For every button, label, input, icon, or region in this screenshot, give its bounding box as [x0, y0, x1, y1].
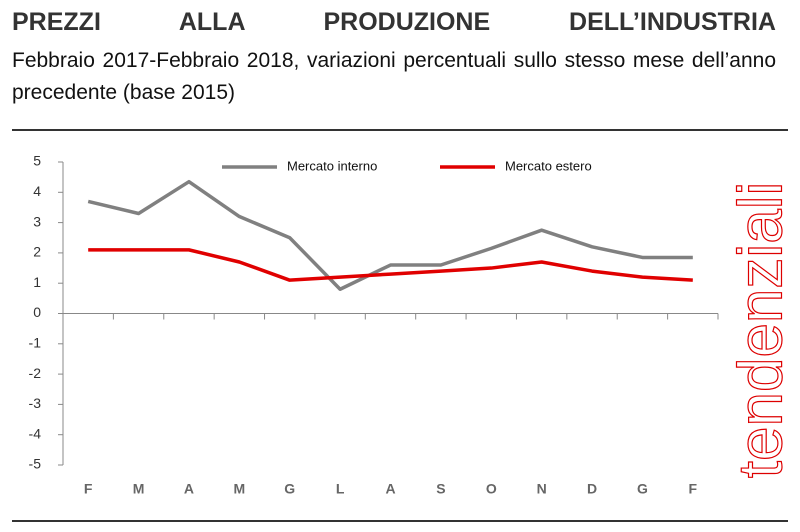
y-tick-label: -4	[29, 425, 42, 441]
rule	[12, 520, 788, 522]
x-tick-label: S	[436, 481, 445, 497]
series-line	[88, 248, 693, 282]
legend-label: Mercato interno	[287, 158, 377, 173]
x-tick-label: A	[385, 481, 395, 497]
x-tick-label: F	[84, 481, 93, 497]
y-tick-label: -3	[29, 395, 42, 411]
y-tick-label: 4	[33, 183, 41, 199]
y-tick-label: -1	[29, 335, 42, 351]
y-tick-label: 5	[33, 153, 41, 169]
legend-label: Mercato estero	[505, 158, 592, 173]
y-tick-label: 2	[33, 244, 41, 260]
x-tick-label: L	[336, 481, 345, 497]
x-tick-label: G	[284, 481, 295, 497]
x-tick-label: N	[537, 481, 547, 497]
x-tick-label: F	[689, 481, 698, 497]
x-tick-label: G	[637, 481, 648, 497]
rule	[12, 129, 788, 131]
x-tick-label: O	[486, 481, 497, 497]
x-tick-label: M	[133, 481, 145, 497]
chart-title: PREZZI ALLA PRODUZIONE DELL’INDUSTRIA	[12, 8, 776, 36]
y-tick-label: 0	[33, 304, 41, 320]
x-tick-label: A	[184, 481, 194, 497]
y-tick-label: -2	[29, 365, 42, 381]
y-tick-label: 3	[33, 213, 41, 229]
series-line	[87, 179, 693, 292]
side-label: tendenziali	[726, 182, 795, 478]
chart-subtitle: Febbraio 2017-Febbraio 2018, variazioni …	[12, 49, 776, 104]
y-tick-label: -5	[29, 456, 42, 472]
y-tick-label: 1	[33, 274, 41, 290]
x-tick-label: M	[234, 481, 246, 497]
x-tick-label: D	[587, 481, 597, 497]
